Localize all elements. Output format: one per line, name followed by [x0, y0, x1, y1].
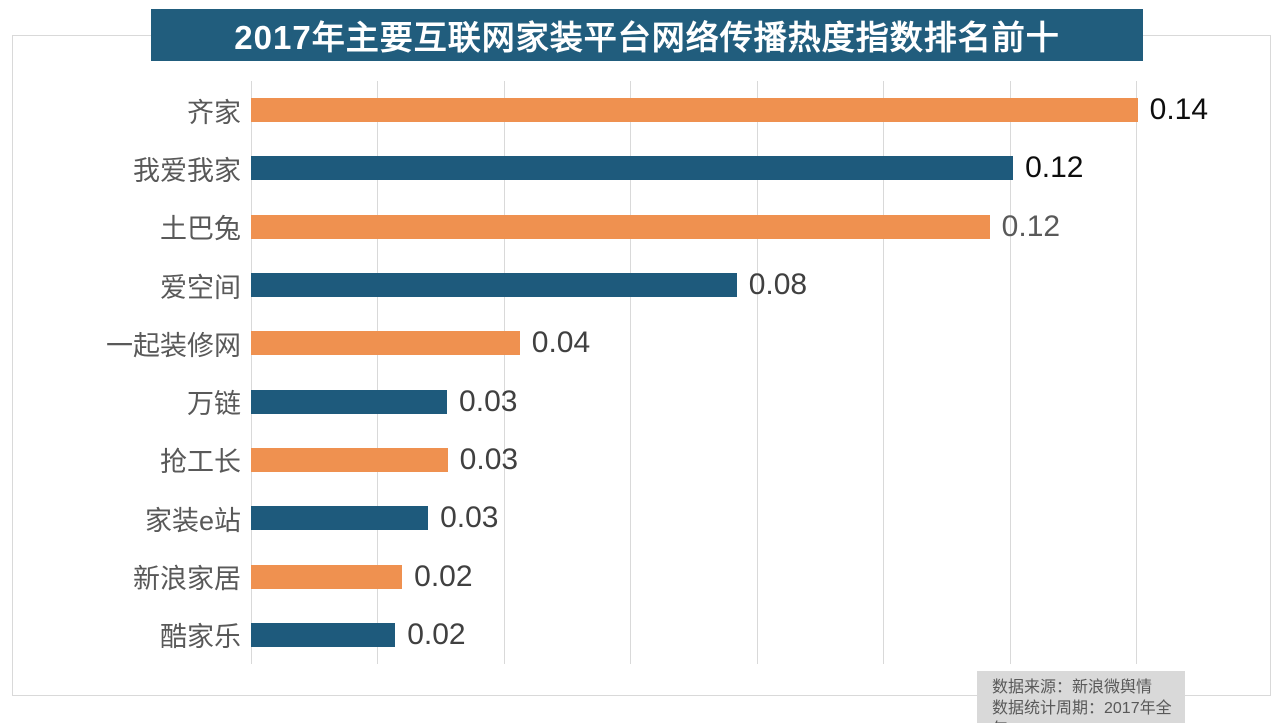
- bar-row: 酷家乐 0.02: [13, 606, 1272, 664]
- value-label: 0.02: [407, 617, 466, 651]
- gridline: [1136, 81, 1138, 664]
- plot-area: 齐家 0.14 我爱我家 0.12 土巴兔 0.12 爱空间 0.08 一起装修网 0.04 万链 0…: [13, 81, 1272, 664]
- category-label: 一起装修网: [106, 330, 241, 361]
- category-label: 爱空间: [160, 272, 241, 303]
- bar: [251, 98, 1138, 123]
- category-label: 我爱我家: [133, 155, 241, 186]
- chart-title: 2017年主要互联网家装平台网络传播热度指数排名前十: [151, 9, 1143, 61]
- gridline: [756, 81, 758, 664]
- value-label: 0.03: [459, 384, 518, 418]
- chart-frame: [12, 35, 1271, 696]
- bar: [251, 389, 448, 414]
- bar-row: 爱空间 0.08: [13, 256, 1272, 314]
- gridline: [251, 81, 252, 664]
- category-label: 土巴兔: [160, 214, 241, 245]
- bar-row: 齐家 0.14: [13, 81, 1272, 139]
- value-label: 0.12: [1001, 209, 1061, 243]
- gridline: [630, 81, 632, 664]
- value-label: 0.02: [414, 559, 473, 593]
- bar: [251, 273, 737, 298]
- value-label: 0.03: [459, 442, 519, 476]
- gridline: [1009, 81, 1011, 664]
- bar: [251, 564, 403, 589]
- category-label: 新浪家居: [133, 564, 241, 595]
- category-label: 万链: [187, 389, 241, 420]
- category-label: 家装e站: [144, 505, 241, 536]
- gridline: [377, 81, 379, 664]
- gridline: [883, 81, 885, 664]
- gridline: [503, 81, 505, 664]
- category-label: 齐家: [187, 97, 241, 128]
- bar-row: 新浪家居 0.02: [13, 547, 1272, 605]
- bar: [251, 447, 448, 472]
- value-label: 0.12: [1025, 151, 1084, 185]
- value-label: 0.04: [531, 326, 591, 360]
- value-label: 0.03: [440, 501, 499, 535]
- bar: [251, 622, 396, 647]
- bar: [251, 331, 520, 356]
- bar-row: 土巴兔 0.12: [13, 198, 1272, 256]
- bar: [251, 506, 429, 531]
- footer-box: 数据来源：新浪微舆情 数据统计周期：2017年全年: [977, 671, 1185, 723]
- bar: [251, 156, 1014, 181]
- footer-source: 数据来源：新浪微舆情: [992, 679, 1153, 696]
- category-label: 抢工长: [160, 447, 241, 478]
- bar-row: 家装e站 0.03: [13, 489, 1272, 547]
- bar: [251, 214, 990, 239]
- value-label: 0.08: [748, 268, 808, 302]
- category-label: 酷家乐: [160, 622, 241, 653]
- value-label: 0.14: [1149, 93, 1209, 127]
- bar-row: 万链 0.03: [13, 373, 1272, 431]
- footer-period: 数据统计周期：2017年全年: [992, 700, 1172, 723]
- bar-row: 抢工长 0.03: [13, 431, 1272, 489]
- bar-row: 一起装修网 0.04: [13, 314, 1272, 372]
- bar-row: 我爱我家 0.12: [13, 139, 1272, 197]
